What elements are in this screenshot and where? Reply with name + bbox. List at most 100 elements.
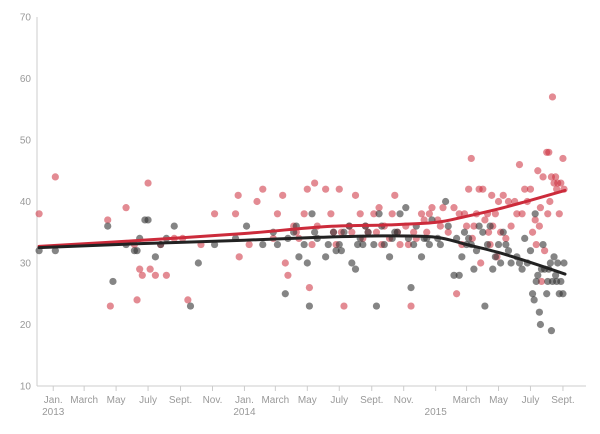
data-point bbox=[537, 277, 546, 286]
data-point bbox=[407, 302, 415, 310]
data-point bbox=[253, 197, 261, 206]
data-point bbox=[322, 253, 330, 261]
data-point bbox=[526, 247, 535, 255]
data-point bbox=[348, 259, 356, 267]
data-point bbox=[327, 210, 335, 218]
x-tick-label: Sept. bbox=[169, 395, 192, 406]
data-point bbox=[539, 240, 547, 249]
data-point bbox=[305, 302, 314, 310]
data-point bbox=[528, 290, 537, 298]
data-point bbox=[494, 197, 503, 206]
data-point bbox=[507, 222, 515, 230]
data-point bbox=[308, 240, 316, 249]
data-point bbox=[388, 210, 396, 218]
data-point bbox=[104, 222, 112, 230]
data-point bbox=[305, 284, 314, 292]
x-tick-label: March bbox=[261, 395, 289, 406]
data-point bbox=[465, 185, 473, 193]
data-point bbox=[535, 308, 543, 316]
x-tick-label: May bbox=[298, 395, 317, 406]
data-point bbox=[370, 240, 378, 249]
data-point bbox=[186, 302, 195, 310]
data-point bbox=[359, 240, 367, 249]
y-tick-label: 40 bbox=[20, 197, 32, 208]
data-point bbox=[51, 247, 59, 255]
data-point bbox=[329, 228, 338, 236]
data-point bbox=[515, 259, 524, 267]
y-tick-label: 60 bbox=[20, 74, 32, 85]
data-point bbox=[444, 222, 452, 230]
data-point bbox=[467, 154, 475, 163]
data-point bbox=[340, 302, 348, 310]
data-point bbox=[455, 210, 463, 218]
data-point bbox=[162, 271, 170, 279]
data-point bbox=[35, 210, 43, 218]
data-point bbox=[396, 210, 404, 218]
data-point bbox=[513, 210, 521, 218]
data-point bbox=[259, 240, 267, 249]
data-point bbox=[481, 216, 489, 224]
x-tick-year-label: 2015 bbox=[425, 407, 448, 418]
x-tick-year-label: 2013 bbox=[42, 407, 65, 418]
data-point bbox=[543, 290, 551, 298]
data-point bbox=[462, 222, 471, 230]
data-point bbox=[504, 197, 513, 206]
data-point bbox=[295, 253, 303, 261]
x-tick-label: May bbox=[489, 395, 508, 406]
data-point bbox=[450, 271, 458, 279]
data-point bbox=[311, 228, 319, 236]
data-point bbox=[104, 216, 112, 224]
data-point bbox=[534, 167, 542, 175]
data-point bbox=[479, 185, 487, 193]
data-point bbox=[460, 228, 469, 236]
data-point bbox=[484, 228, 493, 236]
data-point bbox=[51, 173, 59, 181]
data-point bbox=[396, 240, 404, 249]
data-point bbox=[458, 253, 466, 261]
data-point bbox=[502, 240, 510, 249]
data-point bbox=[385, 253, 394, 261]
data-point bbox=[133, 247, 141, 255]
data-point bbox=[536, 204, 545, 212]
data-point bbox=[547, 327, 556, 335]
data-point bbox=[502, 234, 510, 242]
data-point bbox=[410, 228, 418, 236]
data-point bbox=[351, 191, 360, 199]
data-point bbox=[425, 240, 433, 249]
data-point bbox=[554, 259, 562, 267]
data-point bbox=[489, 265, 497, 273]
data-point bbox=[477, 259, 485, 267]
trend-line bbox=[37, 234, 567, 276]
data-point bbox=[423, 228, 431, 236]
y-tick-label: 50 bbox=[20, 136, 32, 147]
data-point bbox=[151, 271, 159, 279]
data-point bbox=[465, 234, 473, 242]
data-point bbox=[364, 228, 372, 236]
data-point bbox=[332, 247, 340, 255]
data-point bbox=[340, 228, 348, 236]
data-point bbox=[281, 259, 289, 267]
data-point bbox=[375, 210, 383, 218]
data-point bbox=[475, 222, 483, 230]
data-point bbox=[351, 265, 360, 273]
data-point bbox=[375, 204, 383, 212]
data-point bbox=[539, 173, 547, 181]
data-point bbox=[324, 240, 332, 249]
data-point bbox=[281, 290, 289, 298]
data-point bbox=[528, 228, 537, 236]
data-point bbox=[335, 240, 343, 249]
x-tick-year-label: 2014 bbox=[233, 407, 256, 418]
data-points bbox=[35, 93, 568, 335]
data-point bbox=[481, 302, 489, 310]
data-point bbox=[546, 259, 554, 267]
data-point bbox=[311, 179, 319, 187]
x-tick-label: Jan. bbox=[44, 395, 63, 406]
y-tick-label: 20 bbox=[20, 320, 32, 331]
data-point bbox=[470, 265, 478, 273]
data-point bbox=[391, 191, 399, 199]
data-point bbox=[303, 185, 311, 193]
data-point bbox=[444, 228, 452, 236]
data-point bbox=[245, 240, 253, 249]
